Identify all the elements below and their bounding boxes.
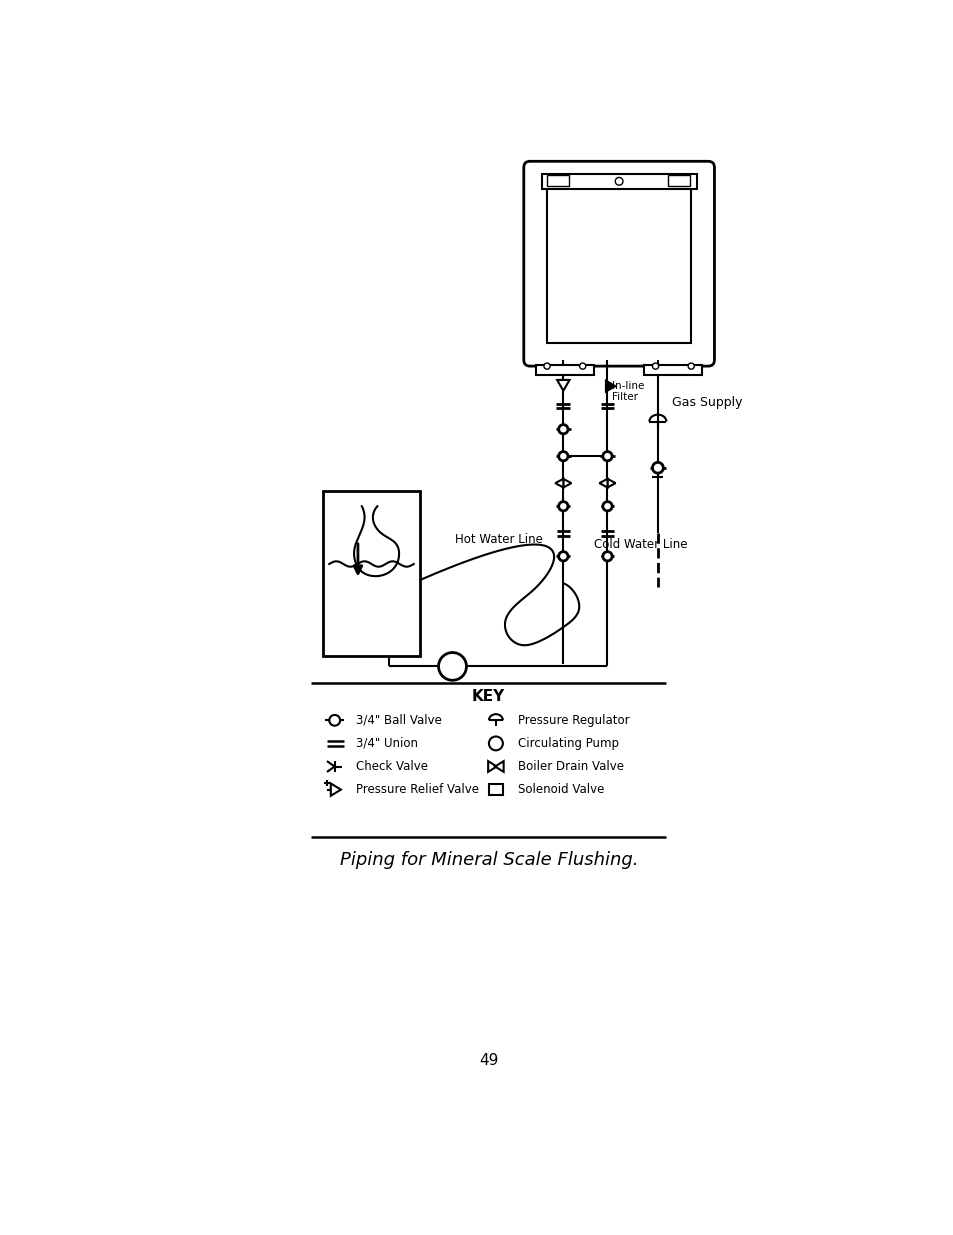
Circle shape bbox=[558, 452, 567, 461]
Text: 49: 49 bbox=[478, 1053, 498, 1068]
Text: Circulating Pump: Circulating Pump bbox=[517, 737, 618, 750]
Text: KEY: KEY bbox=[472, 689, 505, 704]
Circle shape bbox=[329, 715, 340, 726]
Circle shape bbox=[602, 452, 612, 461]
Bar bbox=[667, 175, 689, 186]
Circle shape bbox=[602, 501, 612, 511]
Polygon shape bbox=[607, 479, 615, 488]
Bar bbox=[546, 175, 568, 186]
Circle shape bbox=[558, 552, 567, 561]
Text: Check Valve: Check Valve bbox=[356, 760, 428, 773]
Circle shape bbox=[558, 501, 567, 511]
Text: Hot Water Line: Hot Water Line bbox=[455, 532, 542, 546]
Circle shape bbox=[488, 736, 502, 751]
Bar bbox=[488, 784, 502, 795]
Circle shape bbox=[615, 178, 622, 185]
Polygon shape bbox=[605, 380, 615, 391]
Polygon shape bbox=[331, 783, 340, 795]
Text: Pressure Relief Valve: Pressure Relief Valve bbox=[356, 783, 479, 797]
Text: Cold Water Line: Cold Water Line bbox=[593, 538, 686, 551]
Bar bbox=[536, 364, 594, 375]
Polygon shape bbox=[488, 761, 497, 772]
Circle shape bbox=[543, 363, 550, 369]
Polygon shape bbox=[555, 479, 562, 488]
Text: Boiler Drain Valve: Boiler Drain Valve bbox=[517, 760, 623, 773]
Circle shape bbox=[652, 462, 662, 473]
Bar bbox=[323, 490, 419, 656]
FancyBboxPatch shape bbox=[523, 162, 714, 366]
Circle shape bbox=[579, 363, 585, 369]
Polygon shape bbox=[562, 479, 571, 488]
Circle shape bbox=[558, 425, 567, 433]
Text: Piping for Mineral Scale Flushing.: Piping for Mineral Scale Flushing. bbox=[339, 851, 638, 869]
Text: Solenoid Valve: Solenoid Valve bbox=[517, 783, 603, 797]
Text: 3/4" Ball Valve: 3/4" Ball Valve bbox=[356, 714, 442, 727]
Bar bbox=[541, 174, 696, 189]
Circle shape bbox=[687, 363, 694, 369]
Text: 3/4" Union: 3/4" Union bbox=[356, 737, 418, 750]
Text: Pressure Regulator: Pressure Regulator bbox=[517, 714, 629, 727]
Bar bbox=[643, 364, 701, 375]
Bar bbox=[546, 184, 691, 343]
Circle shape bbox=[438, 652, 466, 680]
Circle shape bbox=[602, 552, 612, 561]
Polygon shape bbox=[598, 479, 607, 488]
Polygon shape bbox=[495, 761, 503, 772]
Circle shape bbox=[652, 363, 658, 369]
Text: Gas Supply: Gas Supply bbox=[671, 395, 741, 409]
Polygon shape bbox=[557, 380, 569, 390]
Text: In-line
Filter: In-line Filter bbox=[612, 380, 644, 403]
